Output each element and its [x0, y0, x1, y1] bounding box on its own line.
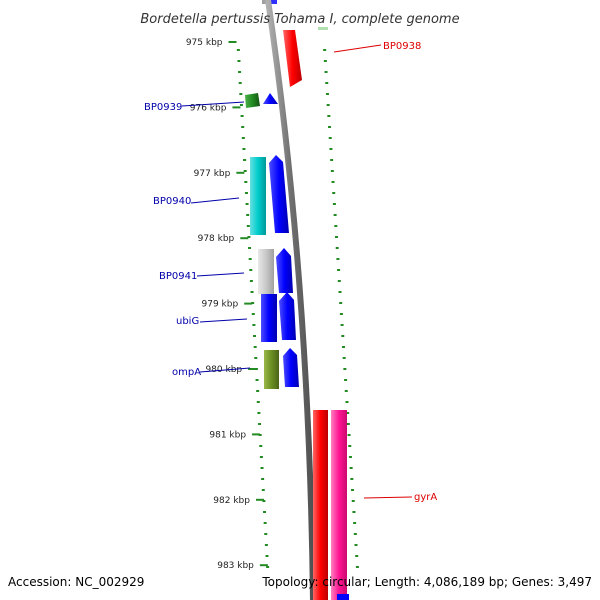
leader-ompa: [199, 367, 251, 373]
genome-backbone: [265, 0, 316, 600]
gene-bp0941-arrow-blue: [276, 248, 293, 293]
gene-ubig-blue: [261, 294, 277, 342]
leader-gyra: [363, 496, 413, 499]
label-bp0940[interactable]: BP0940: [153, 196, 191, 207]
feature-bottom-blue: [337, 594, 349, 600]
ruler-tick-label: 979 kbp: [202, 300, 239, 310]
gene-arrow-976: [263, 93, 278, 104]
gene-bp0939-box: [245, 93, 260, 108]
gene-gyra-red: [313, 410, 328, 600]
label-bp0939[interactable]: BP0939: [144, 102, 182, 113]
feature-top-green: [318, 27, 328, 30]
gene-ubig-arrow-blue: [279, 292, 296, 340]
feature-top-blue: [268, 0, 277, 4]
ruler-tick-label: 978 kbp: [198, 234, 235, 244]
accession-text: Accession: NC_002929: [8, 575, 144, 589]
ruler-tick-label: 975 kbp: [186, 38, 223, 48]
gene-bp0940-arrow-blue: [269, 155, 289, 233]
label-bp0938[interactable]: BP0938: [383, 41, 421, 52]
gene-bp0941-gray: [258, 249, 274, 294]
ruler-tick-label: 976 kbp: [190, 103, 227, 113]
label-ubig[interactable]: ubiG: [176, 316, 199, 327]
leader-bp0941: [196, 272, 245, 277]
ruler-tick-label: 977 kbp: [194, 169, 231, 179]
topology-text: Topology: circular; Length: 4,086,189 bp…: [261, 575, 592, 589]
label-bp0941[interactable]: BP0941: [159, 271, 197, 282]
ruler-tick-label: 982 kbp: [213, 496, 250, 506]
gene-ompa-arrow-blue: [283, 348, 299, 387]
leader-bp0939: [181, 101, 245, 107]
leader-bp0938: [333, 44, 382, 53]
gc-content-track-right: [323, 49, 359, 568]
label-gyra[interactable]: gyrA: [414, 492, 437, 503]
ruler-tick-label: 983 kbp: [217, 561, 254, 571]
map-title: Bordetella pertussis Tohama I, complete …: [140, 12, 459, 27]
gene-gyra-pink: [331, 410, 347, 600]
label-ompa[interactable]: ompA: [172, 367, 201, 378]
gene-ompa-olive: [264, 350, 279, 389]
leader-ubig: [199, 318, 248, 323]
gene-bp0938-arrow: [283, 30, 302, 87]
leader-bp0940: [190, 197, 240, 204]
gc-content-track-left: [236, 49, 270, 568]
gene-bp0940-cyan: [250, 157, 266, 235]
ruler-tick-label: 981 kbp: [209, 430, 246, 440]
